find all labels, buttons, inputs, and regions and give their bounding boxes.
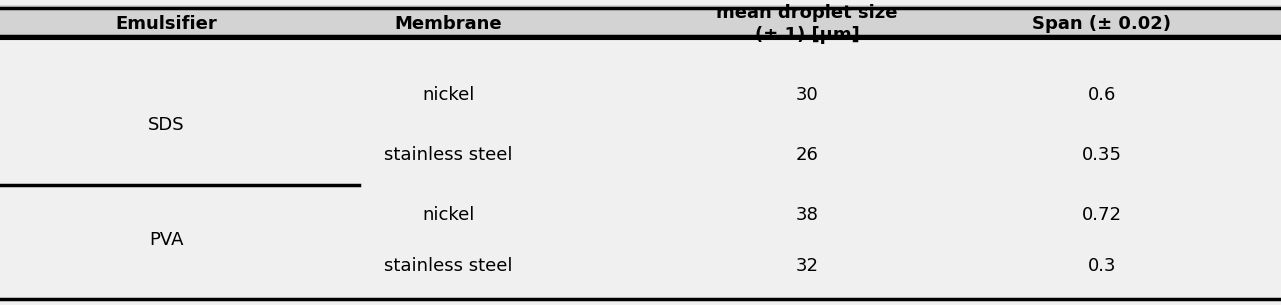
Text: 0.3: 0.3 xyxy=(1088,257,1116,275)
Text: Emulsifier: Emulsifier xyxy=(115,15,218,33)
Text: nickel: nickel xyxy=(423,86,474,104)
Text: 0.6: 0.6 xyxy=(1088,86,1116,104)
Text: nickel: nickel xyxy=(423,206,474,224)
Text: stainless steel: stainless steel xyxy=(384,257,512,275)
Text: 0.72: 0.72 xyxy=(1081,206,1122,224)
Text: 38: 38 xyxy=(796,206,819,224)
Text: SDS: SDS xyxy=(149,116,184,134)
Text: Span (± 0.02): Span (± 0.02) xyxy=(1032,15,1171,33)
Text: Membrane: Membrane xyxy=(395,15,502,33)
Bar xyxy=(0,5,1281,39)
Text: 0.35: 0.35 xyxy=(1081,146,1122,164)
Text: 26: 26 xyxy=(796,146,819,164)
Text: 32: 32 xyxy=(796,257,819,275)
Text: PVA: PVA xyxy=(150,231,183,249)
Text: 30: 30 xyxy=(796,86,819,104)
Text: stainless steel: stainless steel xyxy=(384,146,512,164)
Text: mean droplet size
(± 1) [μm]: mean droplet size (± 1) [μm] xyxy=(716,4,898,45)
